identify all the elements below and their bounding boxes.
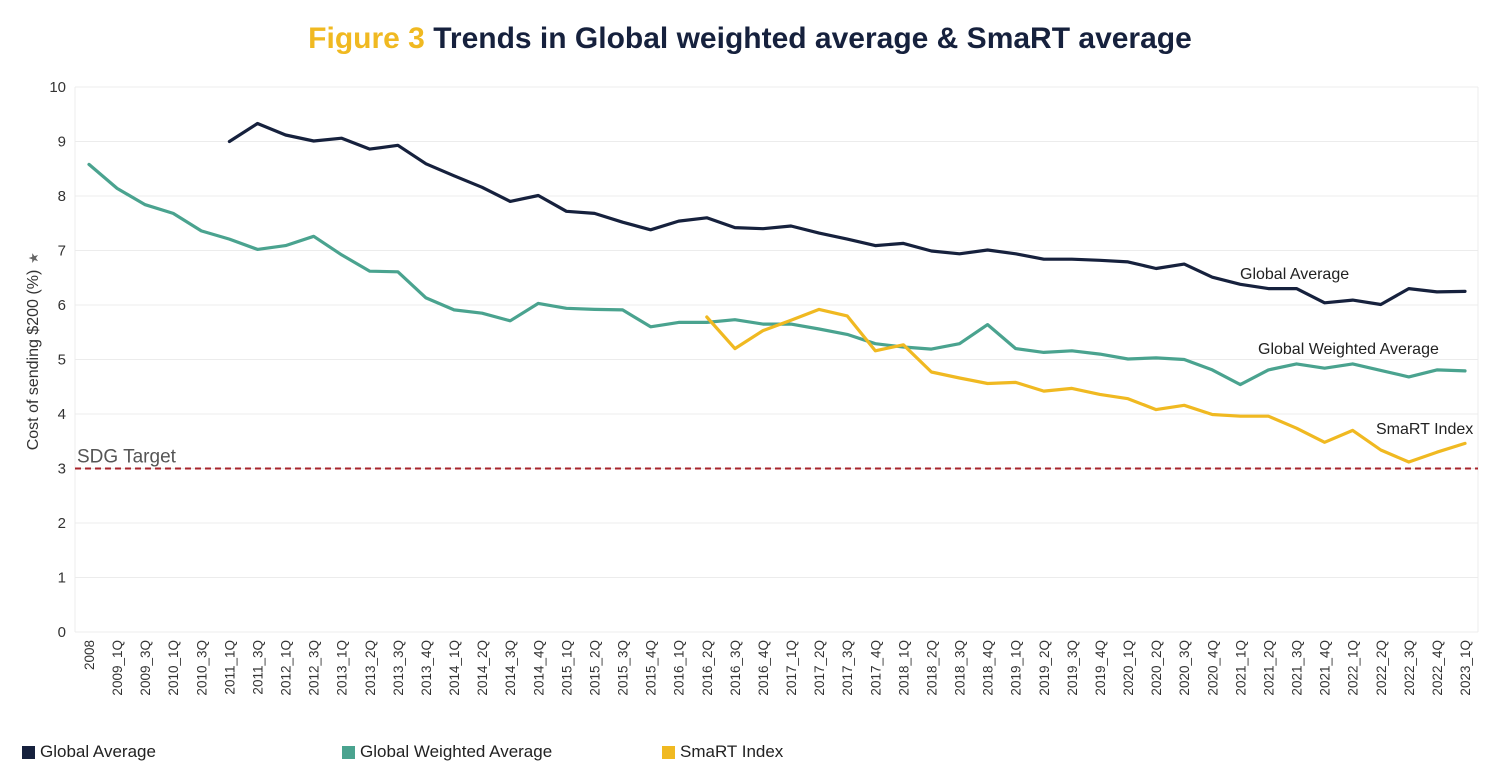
x-tick-label: 2008 <box>82 640 97 670</box>
x-tick-label: 2010_1Q <box>166 640 181 696</box>
y-tick-label: 5 <box>58 352 66 369</box>
x-tick-label: 2013_3Q <box>391 640 406 696</box>
x-tick-label: 2017_1Q <box>784 640 799 696</box>
y-tick-label: 2 <box>58 515 66 532</box>
legend-item-smart-index[interactable]: SmaRT Index <box>662 742 783 762</box>
x-tick-label: 2014_1Q <box>447 640 462 696</box>
sdg-target-line: SDG Target <box>75 447 1478 470</box>
x-tick-label: 2009_3Q <box>138 640 153 696</box>
x-tick-label: 2019_1Q <box>1009 640 1024 696</box>
y-tick-label: 0 <box>58 624 66 641</box>
x-tick-label: 2022_3Q <box>1402 640 1417 696</box>
legend-label: Global Average <box>40 742 156 761</box>
x-tick-label: 2019_4Q <box>1093 640 1108 696</box>
x-tick-label: 2017_4Q <box>868 640 883 696</box>
x-tick-label: 2020_2Q <box>1149 640 1164 696</box>
figure-label: Figure 3 <box>308 22 425 55</box>
x-tick-label: 2010_3Q <box>194 640 209 696</box>
series-annotations: Global Average Global Weighted Average Sma… <box>1240 266 1473 438</box>
x-tick-label: 2021_4Q <box>1318 640 1333 696</box>
series-annotation: Global Weighted Average <box>1258 341 1439 358</box>
x-tick-label: 2017_2Q <box>812 640 827 696</box>
y-axis-label: Cost of sending $200 (%) <box>25 270 42 451</box>
x-tick-label: 2018_2Q <box>924 640 939 696</box>
y-tick-label: 3 <box>58 461 66 478</box>
x-tick-label: 2016_4Q <box>756 640 771 696</box>
x-tick-label: 2021_3Q <box>1290 640 1305 696</box>
y-axis: 0 1 2 3 4 5 6 7 8 9 10 <box>49 79 66 641</box>
x-tick-label: 2011_1Q <box>222 640 237 695</box>
series-line-global-average <box>227 121 1467 307</box>
series-lines <box>87 121 1467 464</box>
y-tick-label: 10 <box>49 79 66 96</box>
x-tick-label: 2009_1Q <box>110 640 125 696</box>
x-tick-label: 2013_2Q <box>363 640 378 696</box>
y-tick-label: 6 <box>58 297 66 314</box>
pin-icon[interactable]: ★ <box>27 252 42 264</box>
series-annotation: Global Average <box>1240 266 1349 283</box>
x-tick-label: 2020_4Q <box>1205 640 1220 696</box>
x-tick-label: 2015_2Q <box>587 640 602 696</box>
legend: Global Average Global Weighted Average S… <box>0 742 1510 766</box>
x-tick-label: 2020_3Q <box>1177 640 1192 696</box>
y-tick-label: 4 <box>58 406 66 423</box>
x-tick-label: 2019_2Q <box>1037 640 1052 696</box>
x-tick-label: 2018_1Q <box>896 640 911 696</box>
gridlines <box>74 86 1479 633</box>
x-tick-label: 2022_4Q <box>1430 640 1445 696</box>
x-tick-label: 2023_1Q <box>1458 640 1473 696</box>
x-tick-label: 2012_1Q <box>279 640 294 696</box>
x-tick-label: 2012_3Q <box>307 640 322 696</box>
title-text: Trends in Global weighted average & SmaR… <box>433 22 1192 55</box>
series-line-smart-index <box>705 307 1467 464</box>
x-tick-label: 2019_3Q <box>1065 640 1080 696</box>
legend-swatch <box>662 745 675 759</box>
x-tick-label: 2011_3Q <box>250 640 265 695</box>
x-tick-label: 2021_2Q <box>1261 640 1276 696</box>
x-tick-label: 2013_1Q <box>335 640 350 696</box>
x-axis: 2008 2009_1Q 2009_3Q 2010_1Q 2010_3Q 2011_1Q 2… <box>82 640 1473 696</box>
chart-title: Figure 3 Trends in Global weighted avera… <box>0 22 1500 56</box>
x-tick-label: 2022_2Q <box>1374 640 1389 696</box>
y-tick-label: 7 <box>58 243 66 260</box>
legend-label: SmaRT Index <box>680 742 784 761</box>
legend-label: Global Weighted Average <box>360 742 553 761</box>
series-annotation: SmaRT Index <box>1376 421 1473 438</box>
y-tick-label: 1 <box>58 570 66 587</box>
x-tick-label: 2018_3Q <box>953 640 968 696</box>
legend-swatch <box>22 745 35 759</box>
x-tick-label: 2013_4Q <box>419 640 434 696</box>
x-tick-label: 2017_3Q <box>840 640 855 696</box>
x-tick-label: 2015_4Q <box>644 640 659 696</box>
x-tick-label: 2022_1Q <box>1346 640 1361 696</box>
x-tick-label: 2014_4Q <box>531 640 546 696</box>
sdg-target-label: SDG Target <box>77 447 177 468</box>
x-tick-label: 2016_1Q <box>672 640 687 696</box>
x-tick-label: 2014_2Q <box>475 640 490 696</box>
x-tick-label: 2015_1Q <box>559 640 574 696</box>
legend-swatch <box>342 745 355 759</box>
y-tick-label: 8 <box>58 188 66 205</box>
x-tick-label: 2020_1Q <box>1121 640 1136 696</box>
x-tick-label: 2016_2Q <box>700 640 715 696</box>
x-tick-label: 2016_3Q <box>728 640 743 696</box>
x-tick-label: 2015_3Q <box>616 640 631 696</box>
legend-item-global-weighted-average[interactable]: Global Weighted Average <box>342 742 552 762</box>
x-tick-label: 2018_4Q <box>981 640 996 696</box>
y-tick-label: 9 <box>58 134 66 151</box>
legend-item-global-average[interactable]: Global Average <box>22 742 156 762</box>
x-tick-label: 2021_1Q <box>1233 640 1248 696</box>
x-tick-label: 2014_3Q <box>503 640 518 696</box>
